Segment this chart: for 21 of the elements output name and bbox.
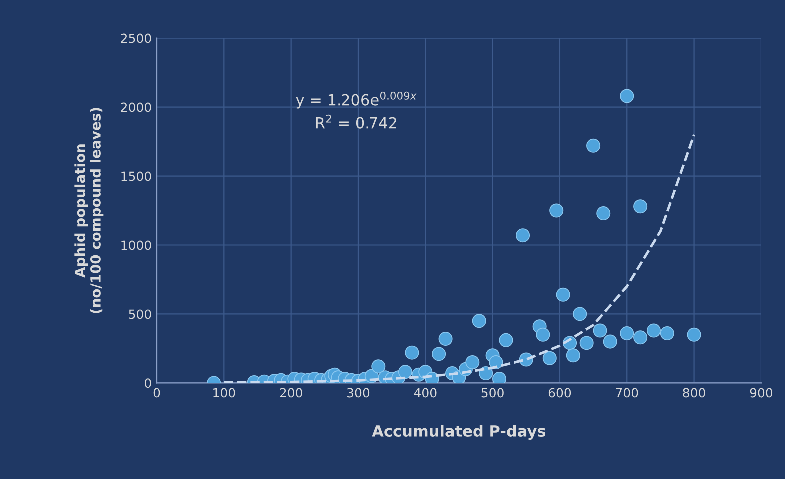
x-axis-title: Accumulated P-days: [372, 425, 546, 440]
x-tick-label: 600: [548, 388, 572, 398]
x-tick-label: 900: [750, 388, 773, 398]
line-series: [222, 134, 696, 384]
y-axis-title: Aphid population (no/100 compound leaves): [74, 108, 104, 314]
x-tick-label: 500: [482, 388, 504, 398]
y-tick-label: 0: [145, 378, 152, 388]
y-tick-label: 2000: [121, 102, 152, 112]
x-tick-label: 700: [616, 388, 638, 398]
x-tick-label: 400: [414, 388, 437, 398]
x-tick-label: 100: [214, 388, 236, 398]
y-tick-label: 500: [129, 310, 152, 320]
y-tick-label: 2500: [121, 34, 152, 44]
annotation: R$^{2}$ = 0.742: [316, 114, 396, 129]
x-tick-label: 200: [280, 388, 302, 398]
annotation: y = 1.206e$^{0.009x}$: [296, 92, 417, 109]
x-tick-label: 800: [683, 388, 706, 398]
x-tick-label: 300: [348, 388, 370, 398]
x-tick-label: 0: [154, 388, 160, 398]
y-tick-label: 1000: [122, 240, 152, 250]
y-tick-label: 1500: [122, 172, 152, 182]
